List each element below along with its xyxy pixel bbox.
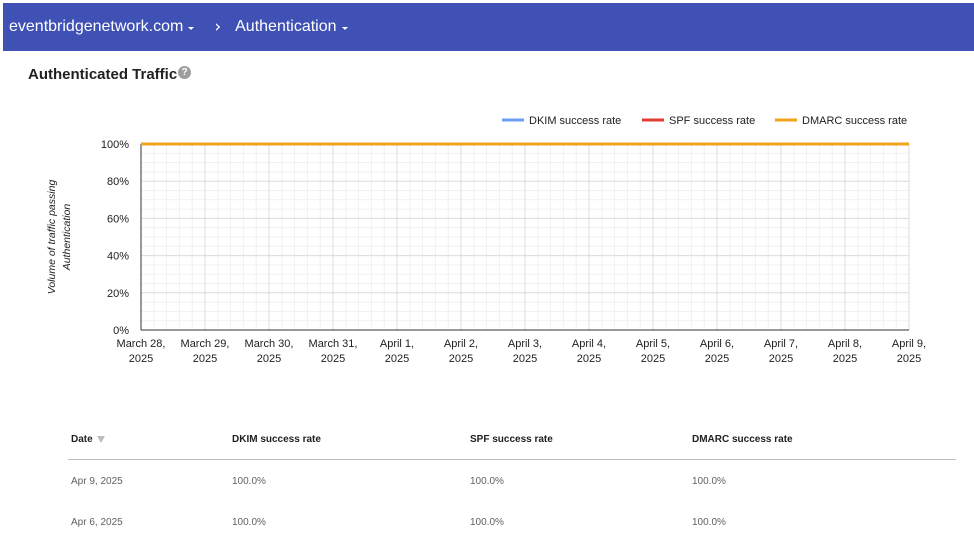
- x-tick-label: April 9, 2025: [892, 338, 926, 365]
- dkim-cell: 100.0%: [232, 476, 266, 487]
- y-axis-title: Volume of traffic passing Authentication: [46, 180, 73, 295]
- legend-label: SPF success rate: [669, 115, 755, 127]
- x-tick-label: March 30, 2025: [245, 338, 294, 365]
- dkim-cell: 100.0%: [232, 517, 266, 528]
- page-title: Authenticated Traffic: [28, 66, 178, 83]
- spf-cell: 100.0%: [470, 476, 504, 487]
- x-tick-label: April 3, 2025: [508, 338, 542, 365]
- x-tick-label: April 1, 2025: [380, 338, 414, 365]
- dmarc-cell: 100.0%: [692, 476, 726, 487]
- dmarc-cell: 100.0%: [692, 517, 726, 528]
- domain-selector[interactable]: eventbridgenetwork.com: [9, 18, 195, 36]
- y-tick-label: 0%: [113, 325, 129, 337]
- x-tick-label: April 8, 2025: [828, 338, 862, 365]
- sort-descending-icon: [96, 436, 105, 443]
- x-tick-label: April 4, 2025: [572, 338, 606, 365]
- y-tick-label: 60%: [107, 213, 129, 225]
- date-cell: Apr 6, 2025: [71, 517, 123, 528]
- date-header-label: Date: [71, 434, 93, 445]
- help-circle-icon[interactable]: ?: [178, 66, 192, 79]
- date-cell: Apr 9, 2025: [71, 476, 123, 487]
- y-tick-label: 20%: [107, 288, 129, 300]
- section-selector[interactable]: Authentication: [235, 18, 348, 36]
- top-app-bar: eventbridgenetwork.com › Authentication: [3, 3, 974, 51]
- x-tick-label: April 7, 2025: [764, 338, 798, 365]
- authenticated-traffic-chart: 0% 20% 40% 60% 80% 100% March 28, 2025 March 29,…: [46, 115, 926, 365]
- dmarc-column-header[interactable]: DMARC success rate: [692, 434, 793, 445]
- spf-column-header[interactable]: SPF success rate: [470, 434, 553, 445]
- dropdown-arrow-icon: [188, 26, 195, 30]
- dropdown-arrow-icon: [341, 26, 348, 30]
- domain-name: eventbridgenetwork.com: [9, 18, 184, 35]
- x-tick-label: March 31, 2025: [309, 338, 358, 365]
- legend-label: DMARC success rate: [802, 115, 907, 127]
- table-header: Date DKIM success rate SPF success rate …: [68, 420, 956, 460]
- table-row: Apr 9, 2025 100.0% 100.0% 100.0%: [68, 460, 956, 501]
- x-tick-label: March 28, 2025: [117, 338, 166, 365]
- legend-label: DKIM success rate: [529, 115, 621, 127]
- y-tick-label: 40%: [107, 251, 129, 263]
- x-tick-label: April 2, 2025: [444, 338, 478, 365]
- dkim-column-header[interactable]: DKIM success rate: [232, 434, 321, 445]
- section-name: Authentication: [235, 18, 337, 35]
- y-tick-label: 100%: [101, 139, 129, 151]
- x-tick-label: April 6, 2025: [700, 338, 734, 365]
- x-tick-label: March 29, 2025: [181, 338, 230, 365]
- table-row: Apr 6, 2025 100.0% 100.0% 100.0%: [68, 501, 956, 542]
- y-tick-label: 80%: [107, 176, 129, 188]
- page-header: Authenticated Traffic ?: [28, 66, 192, 83]
- date-column-header[interactable]: Date: [71, 434, 105, 445]
- traffic-table: Date DKIM success rate SPF success rate …: [68, 420, 956, 542]
- spf-cell: 100.0%: [470, 517, 504, 528]
- chevron-right-icon: ›: [214, 17, 222, 37]
- x-tick-label: April 5, 2025: [636, 338, 670, 365]
